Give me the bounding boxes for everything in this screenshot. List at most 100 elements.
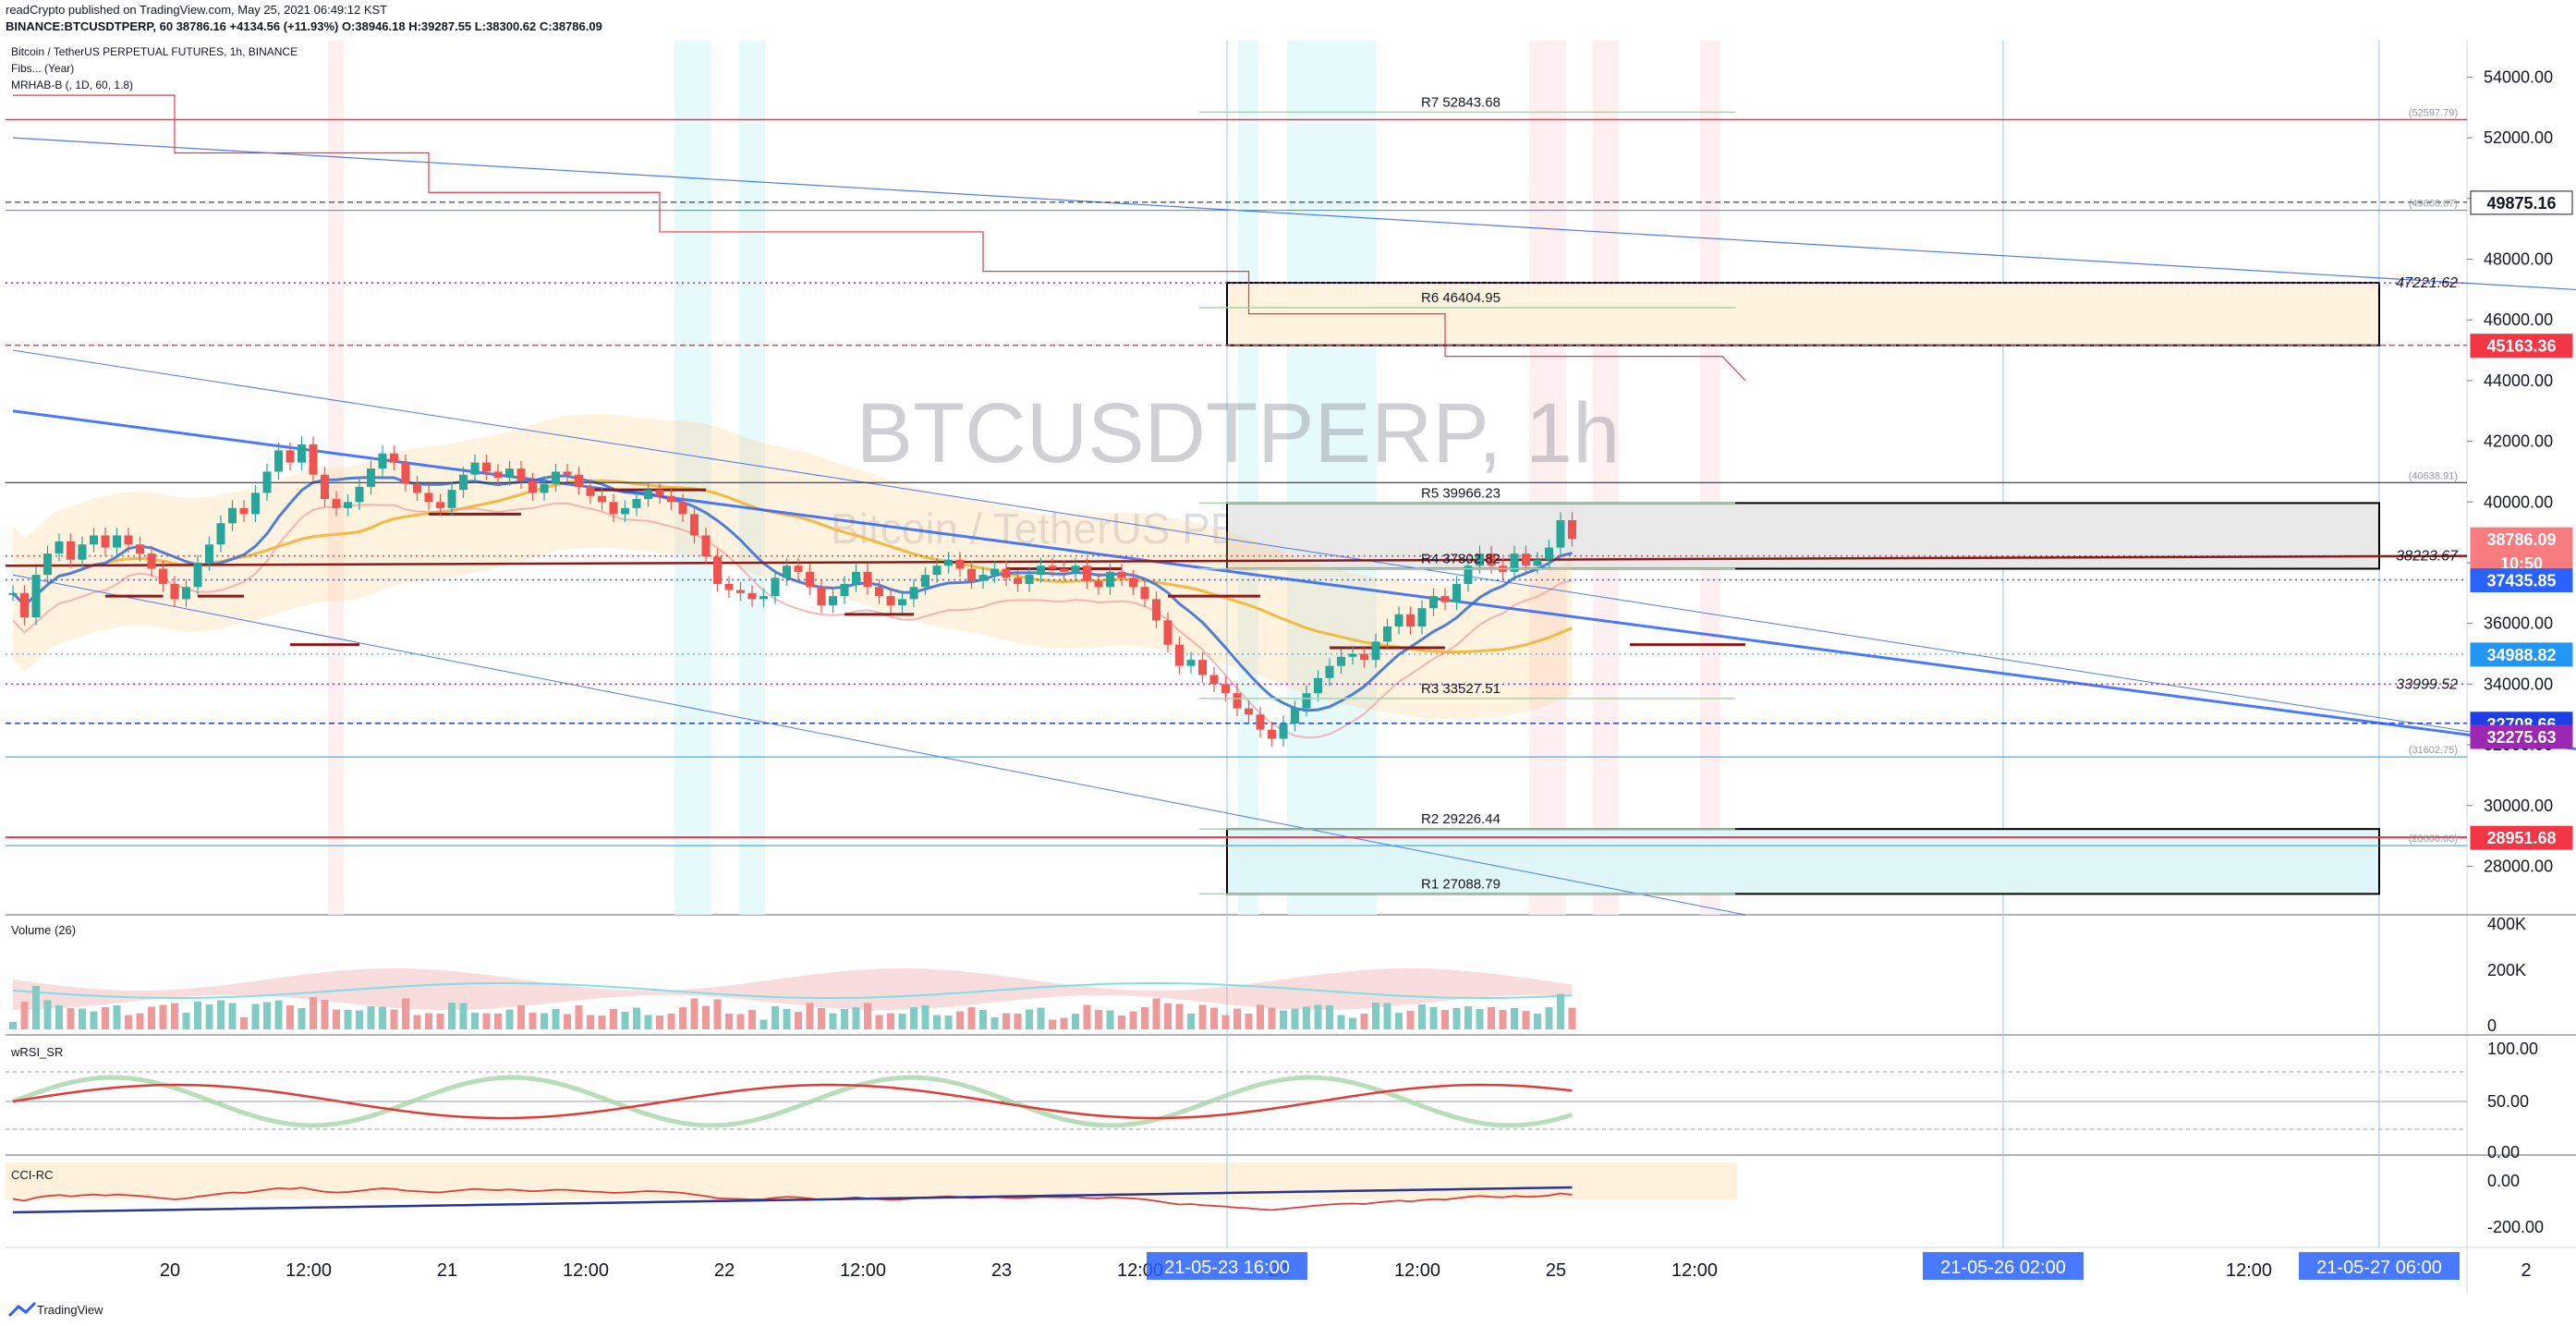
volume-bar (1291, 1008, 1299, 1029)
ma20-line (11, 474, 1573, 712)
volume-bar (829, 1013, 837, 1029)
candle-body (909, 587, 918, 600)
volume-bar (1095, 1010, 1102, 1029)
wrsi-fast-line (12, 1075, 1574, 1128)
volume-bar (564, 1014, 571, 1029)
pivot-label: R2 29226.44 (1421, 811, 1501, 827)
volume-bar (979, 1010, 987, 1029)
volume-bar (43, 1000, 52, 1029)
candle-body (367, 468, 375, 487)
published-line: readCrypto published on TradingView.com,… (6, 3, 388, 17)
candle-body (1117, 571, 1126, 578)
y-tick-label: 34000.00 (2484, 675, 2553, 693)
cci-line (12, 1186, 1573, 1211)
symbol-line: BINANCE:BTCUSDTPERP, 60 38786.16 +4134.5… (6, 19, 602, 33)
price-axis[interactable]: 28000.0030000.0032000.0034000.0036000.00… (2467, 67, 2553, 875)
candle-body (655, 490, 664, 496)
volume-bar (482, 1013, 491, 1029)
y-tick-label: 54000.00 (2484, 67, 2553, 86)
volume-bar (1060, 1017, 1068, 1029)
volume-bar (1037, 1007, 1045, 1029)
volume-bar (610, 1009, 617, 1029)
volume-bar (436, 1014, 444, 1029)
volume-bar (1395, 1013, 1403, 1029)
candle-body (1245, 708, 1253, 715)
candle-body (759, 596, 768, 600)
volume-bar (1534, 1014, 1541, 1029)
session-shade-4 (1287, 41, 1377, 915)
time-badge (1147, 1252, 1307, 1280)
volume-bar (552, 1009, 560, 1029)
fib-label: (40638.91) (2409, 470, 2458, 481)
candle-body (332, 498, 341, 508)
volume-bar (390, 1009, 398, 1029)
volume-bar (644, 1015, 652, 1029)
volume-bar (1152, 998, 1160, 1029)
volume-bar (494, 1014, 502, 1029)
legend-title: Bitcoin / TetherUS PERPETUAL FUTURES, 1h… (11, 45, 298, 58)
volume-bar (471, 1013, 479, 1029)
candle-body (552, 471, 560, 484)
volume-bar (79, 1008, 86, 1029)
volume-bar (1026, 1009, 1033, 1029)
volume-bar (1372, 1003, 1379, 1029)
volume-bar (505, 1009, 514, 1029)
volume-bar (1106, 1010, 1114, 1029)
time-axis[interactable]: 2012:002112:002212:002312:002412:002512:… (160, 1252, 2576, 1281)
fib-label: (31602.75) (2409, 745, 2458, 756)
pivot-label: R6 46404.95 (1421, 290, 1501, 306)
volume-bar (1280, 1010, 1287, 1029)
candle-body (78, 544, 87, 560)
volume-bar (759, 1019, 768, 1029)
volume-bar (9, 1022, 17, 1029)
candle-body (540, 483, 549, 493)
price-badge (2470, 724, 2573, 749)
candle-body (1383, 626, 1391, 642)
price-badge-label: 10:50 (2500, 554, 2543, 573)
volume-pane-title: Volume (26) (11, 923, 76, 937)
time-badge-label: 21-05-26 02:00 (1940, 1258, 2066, 1278)
candle-body (598, 495, 606, 503)
session-shades (328, 41, 2380, 1247)
volume-bar (1233, 1008, 1241, 1029)
session-shade-0 (328, 41, 344, 915)
volume-bar (587, 1015, 594, 1029)
volume-bar (598, 1016, 606, 1029)
candle-body (609, 502, 618, 515)
volume-bar (113, 1005, 121, 1029)
trendline-2 (12, 349, 2555, 746)
volume-bar (1221, 1015, 1230, 1029)
candle-body (251, 493, 260, 515)
candle-body (228, 507, 237, 524)
candle-body (124, 535, 133, 545)
candle-body (1140, 587, 1149, 600)
price-badge-label: 45163.36 (2486, 337, 2556, 356)
time-label: 20 (160, 1260, 180, 1281)
candle-body (1464, 566, 1473, 584)
volume-ma-line (12, 982, 1573, 999)
volume-bar (1476, 1009, 1484, 1029)
y-tick-label: 52000.00 (2484, 128, 2553, 147)
legend-indicator-fibs[interactable]: Fibs... (Year) (11, 62, 74, 75)
volume-bar (806, 1003, 814, 1029)
candle-body (1025, 575, 1034, 584)
price-chart[interactable]: BTCUSDTPERP, 1h Bitcoin / TetherUS PERPE… (0, 0, 2576, 1294)
footer-brand[interactable]: TradingView (37, 1303, 103, 1317)
candle-body (967, 568, 976, 581)
trendlines (12, 137, 2576, 916)
candle-body (424, 493, 433, 503)
volume-bar (171, 1003, 178, 1029)
volume-bar (402, 998, 409, 1029)
volume-bar (1557, 993, 1564, 1029)
wrsi-slow-line (12, 1083, 1573, 1120)
y-tick-label: 30000.00 (2484, 797, 2553, 815)
volume-bar (887, 1013, 894, 1029)
legend-indicator-mrhab[interactable]: MRHAB-B (, 1D, 60, 1.8) (11, 79, 133, 91)
volume-bar (990, 1017, 999, 1029)
price-badge-label: 49875.16 (2486, 194, 2556, 213)
volume-bar (1418, 1004, 1426, 1029)
volume-tick-label: 400K (2487, 915, 2526, 933)
volume-bar (517, 1005, 525, 1029)
zone-r2-r1 (1226, 828, 2380, 895)
candle-body (401, 462, 410, 484)
